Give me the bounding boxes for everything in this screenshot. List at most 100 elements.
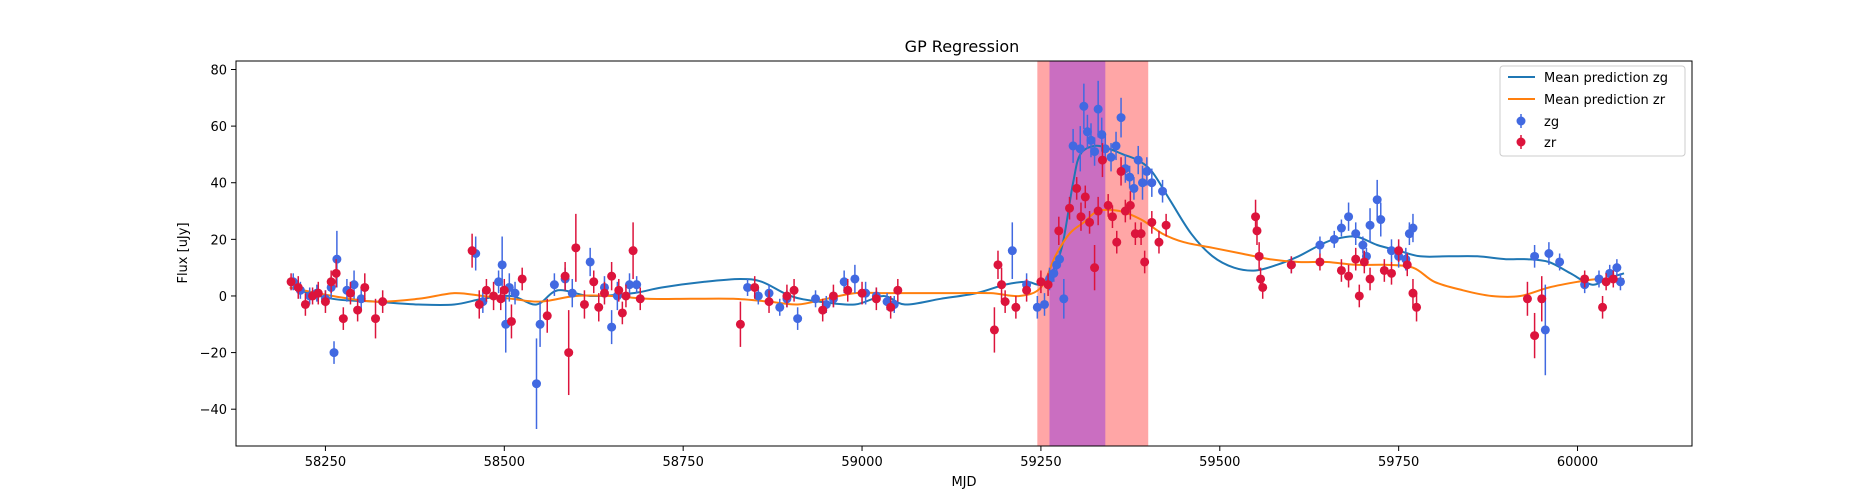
zr-point bbox=[560, 271, 570, 281]
zg-point bbox=[1116, 113, 1126, 123]
zg-point bbox=[1068, 141, 1078, 151]
zg-point bbox=[1365, 220, 1375, 230]
zg-point bbox=[349, 280, 359, 290]
zr-point bbox=[843, 285, 853, 295]
zg-point bbox=[1372, 195, 1382, 205]
zr-point bbox=[1408, 288, 1418, 298]
zr-point bbox=[1036, 277, 1046, 287]
zr-point bbox=[1537, 294, 1547, 304]
zr-point bbox=[1254, 251, 1264, 261]
y-tick-label: 0 bbox=[219, 290, 227, 305]
legend-label-zr-line: Mean prediction zr bbox=[1544, 93, 1666, 108]
zg-point bbox=[793, 314, 803, 324]
zr-point bbox=[594, 302, 604, 312]
y-tick-label: 60 bbox=[210, 120, 227, 135]
zr-point bbox=[1365, 274, 1375, 284]
zr-point bbox=[474, 299, 484, 309]
zg-point bbox=[1055, 254, 1065, 264]
zg-point bbox=[839, 277, 849, 287]
zr-point bbox=[481, 285, 491, 295]
zr-point bbox=[345, 288, 355, 298]
zg-point bbox=[1032, 302, 1042, 312]
zr-point bbox=[506, 316, 516, 326]
data-points bbox=[286, 80, 1625, 430]
zg-point bbox=[1111, 141, 1121, 151]
zr-point bbox=[371, 314, 381, 324]
zg-point bbox=[329, 348, 339, 358]
zr-point bbox=[735, 319, 745, 329]
zr-point bbox=[1354, 291, 1364, 301]
zg-point bbox=[549, 280, 559, 290]
zg-point bbox=[1351, 229, 1361, 239]
zg-point bbox=[1059, 294, 1069, 304]
zr-point bbox=[320, 297, 330, 307]
zr-point bbox=[871, 294, 881, 304]
zr-point bbox=[635, 294, 645, 304]
zg-point bbox=[632, 280, 642, 290]
zg-point bbox=[585, 257, 595, 267]
zr-point bbox=[818, 305, 828, 315]
zr-point bbox=[764, 297, 774, 307]
zg-point bbox=[535, 319, 545, 329]
zg-point bbox=[811, 294, 821, 304]
zr-point bbox=[621, 291, 631, 301]
zr-point bbox=[579, 299, 589, 309]
zr-point bbox=[1412, 302, 1422, 312]
zr-point bbox=[857, 288, 867, 298]
zr-point bbox=[1140, 257, 1150, 267]
zr-point bbox=[1315, 257, 1325, 267]
zr-point bbox=[886, 302, 896, 312]
zr-point bbox=[1258, 282, 1268, 292]
zg-point bbox=[1106, 152, 1116, 162]
zr-point bbox=[1251, 212, 1261, 222]
axis-ticks: 58250 58500 58750 59000 59250 59500 59750 60000… bbox=[200, 63, 1599, 470]
x-axis-label: MJD bbox=[951, 475, 976, 490]
zg-point bbox=[1615, 277, 1625, 287]
zg-point bbox=[1344, 212, 1354, 222]
zr-point bbox=[338, 314, 348, 324]
zg-point bbox=[1555, 257, 1565, 267]
zr-point bbox=[499, 285, 509, 295]
zr-point bbox=[589, 277, 599, 287]
zr-point bbox=[1107, 212, 1117, 222]
zr-point bbox=[599, 288, 609, 298]
zr-point bbox=[617, 308, 627, 318]
zr-point bbox=[1011, 302, 1021, 312]
zr-point bbox=[326, 277, 336, 287]
zr-point bbox=[1093, 206, 1103, 216]
chart-title: GP Regression bbox=[905, 37, 1020, 56]
legend-swatch-zg-marker bbox=[1516, 116, 1526, 126]
legend-box bbox=[1499, 65, 1686, 157]
zr-point bbox=[300, 299, 310, 309]
zg-point bbox=[1082, 127, 1092, 137]
zg-point bbox=[1125, 172, 1135, 182]
zr-point bbox=[997, 280, 1007, 290]
zr-point bbox=[1402, 260, 1412, 270]
zg-point bbox=[1039, 299, 1049, 309]
zr-point bbox=[1125, 200, 1135, 210]
zr-point bbox=[993, 260, 1003, 270]
y-tick-label: 40 bbox=[210, 177, 227, 192]
zg-point bbox=[1158, 186, 1168, 196]
zr-point bbox=[1136, 229, 1146, 239]
zr-point bbox=[1598, 302, 1608, 312]
zg-point bbox=[625, 280, 635, 290]
zg-point bbox=[850, 274, 860, 284]
legend-label-zr: zr bbox=[1544, 136, 1557, 151]
zr-point bbox=[628, 246, 638, 256]
zr-point bbox=[1336, 265, 1346, 275]
y-tick-label: 80 bbox=[210, 63, 227, 78]
y-tick-label: −40 bbox=[200, 403, 227, 418]
zr-point bbox=[1076, 212, 1086, 222]
zr-point bbox=[1359, 257, 1369, 267]
zr-point bbox=[1065, 203, 1075, 213]
zr-point bbox=[1112, 237, 1122, 247]
zg-point bbox=[532, 379, 542, 389]
zg-point bbox=[753, 291, 763, 301]
zr-point bbox=[1000, 297, 1010, 307]
zg-point bbox=[567, 288, 577, 298]
zg-point bbox=[1007, 246, 1017, 256]
zg-point bbox=[356, 294, 366, 304]
zr-point bbox=[1116, 166, 1126, 176]
zg-point bbox=[1408, 223, 1418, 233]
